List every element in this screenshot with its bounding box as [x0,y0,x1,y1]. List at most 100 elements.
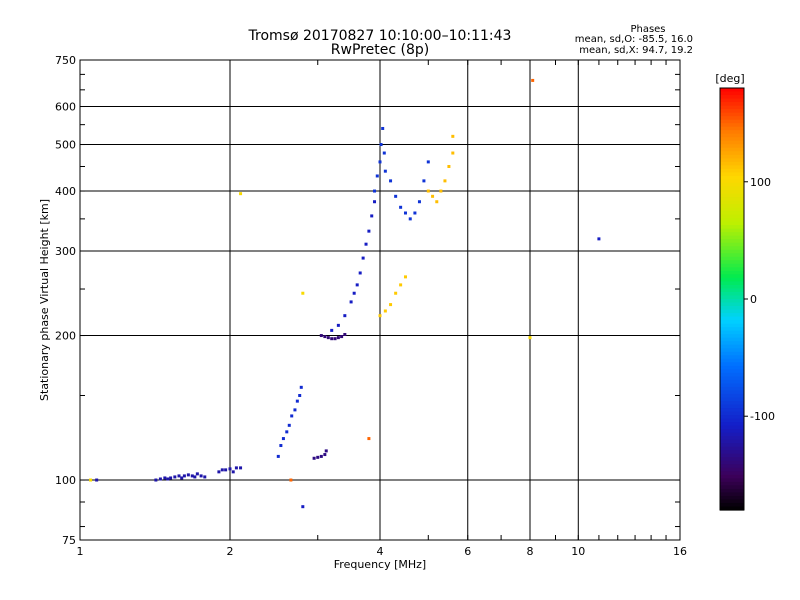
colorbar-band [720,172,744,177]
colorbar-band [720,369,744,374]
colorbar-band [720,140,744,145]
data-point [403,211,407,215]
plot-area: 1 2 4 6 8 10 16 75 100 200 300 400 500 600 750 [55,54,687,558]
colorbar-band [720,348,744,353]
colorbar-band [720,204,744,209]
colorbar-band [720,393,744,399]
colorbar-band [720,330,744,335]
data-point [413,211,417,215]
data-point [299,385,303,389]
data-point [358,271,362,275]
colorbar-band [720,263,744,268]
colorbar-band [720,432,744,437]
colorbar-band [720,450,744,455]
y-tick-label: 750 [55,54,76,67]
data-point [375,174,379,178]
colorbar-band [720,397,744,402]
data-point [389,303,393,307]
data-point [290,414,294,418]
colorbar-band [720,467,744,472]
colorbar-band [720,161,744,166]
colorbar-band [720,411,744,416]
colorbar-band [720,457,744,462]
colorbar-band [720,260,744,265]
colorbar-band [720,246,744,251]
colorbar-band [720,460,744,465]
data-point [382,151,386,155]
colorbar-band [720,116,744,121]
colorbar-band [720,214,744,219]
colorbar-band [720,274,744,279]
colorbar-band [720,277,744,283]
data-point [379,143,383,147]
data-point [154,478,158,482]
data-point [231,470,235,474]
colorbar-band [720,207,744,212]
x-tick-label: 16 [673,545,687,558]
y-tick-label: 500 [55,139,76,152]
colorbar-band [720,112,744,117]
data-point [158,477,162,481]
data-point [431,194,435,198]
colorbar-band [720,502,744,508]
colorbar-band [720,130,744,135]
colorbar-band [720,267,744,272]
colorbar-band [720,123,744,128]
colorbar-band [720,249,744,254]
x-tick-label: 6 [464,545,471,558]
stats-heading: Phases [630,24,665,35]
data-point [319,454,323,458]
data-point [224,468,228,472]
colorbar-band [720,119,744,124]
colorbar-band [720,295,744,300]
data-point [383,309,387,313]
data-point [203,475,207,479]
data-point [323,453,327,457]
x-axis-label: Frequency [MHz] [334,558,426,571]
colorbar-band [720,137,744,142]
data-point [597,237,601,241]
colorbar-band [720,443,744,448]
colorbar-band [720,464,744,469]
colorbar-band [720,485,744,490]
colorbar-band [720,232,744,237]
data-point [89,478,93,482]
data-point [190,474,194,478]
y-tick-label: 75 [62,534,76,547]
data-point [323,335,327,339]
data-points [89,78,601,509]
data-point [330,328,334,332]
colorbar-band [720,436,744,441]
data-point [531,78,535,82]
colorbar-band [720,253,744,258]
data-point [373,189,377,193]
data-point [199,474,203,478]
data-point [295,399,299,403]
colorbar-band [720,168,744,173]
colorbar-band [720,355,744,360]
colorbar-band [720,88,744,93]
colorbar-label: [deg] [715,72,744,85]
data-point [378,314,382,318]
data-point [239,466,243,470]
data-point [182,474,186,478]
colorbar-band [720,256,744,261]
data-point [381,126,385,130]
data-point [361,256,365,260]
data-point [217,470,221,474]
data-point [285,430,289,434]
colorbar-band [720,302,744,307]
x-tick-label: 1 [77,545,84,558]
data-point [336,323,340,327]
data-point [422,179,426,183]
data-point [316,455,320,459]
x-tick-label: 2 [227,545,234,558]
colorbar-band [720,327,744,332]
data-point [276,454,280,458]
colorbar-band [720,211,744,216]
colorbar-band [720,376,744,381]
data-point [330,337,334,341]
plot-frame [79,59,681,541]
colorbar-band [720,383,744,388]
